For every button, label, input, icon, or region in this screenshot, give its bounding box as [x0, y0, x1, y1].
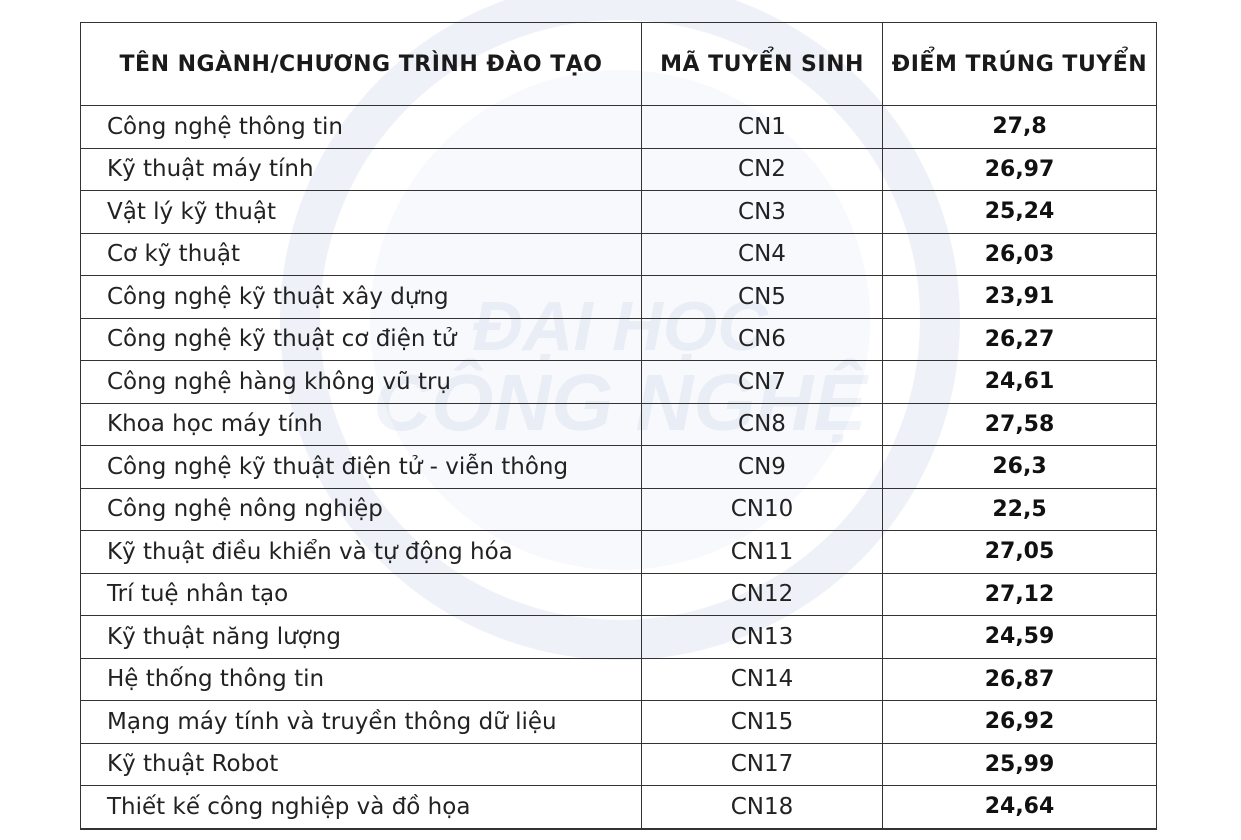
program-name-cell: Hệ thống thông tin: [80, 657, 642, 701]
admission-score-cell: 27,05: [882, 530, 1157, 574]
admission-score-cell: 27,8: [882, 105, 1157, 149]
admission-code-cell: CN17: [641, 742, 883, 786]
admission-code-cell: CN2: [641, 147, 883, 191]
header-admission-score: ĐIỂM TRÚNG TUYỂN: [882, 22, 1157, 106]
admission-code-cell: CN6: [641, 317, 883, 361]
admission-code-cell: CN15: [641, 700, 883, 744]
table-row: Khoa học máy tính CN8 27,58: [80, 402, 1157, 446]
program-name-cell: Công nghệ kỹ thuật xây dựng: [80, 275, 642, 319]
admission-score-cell: 22,5: [882, 487, 1157, 531]
admission-score-cell: 23,91: [882, 275, 1157, 319]
admission-code-cell: CN18: [641, 785, 883, 829]
admission-score-cell: 25,24: [882, 190, 1157, 234]
admission-score-cell: 27,12: [882, 572, 1157, 616]
admission-score-cell: 26,3: [882, 445, 1157, 489]
admission-code-cell: CN11: [641, 530, 883, 574]
table-row: Thiết kế công nghiệp và đồ họa CN18 24,64: [80, 785, 1157, 829]
table-row: Kỹ thuật máy tính CN2 26,97: [80, 147, 1157, 191]
admission-code-cell: CN4: [641, 232, 883, 276]
table-header-row: TÊN NGÀNH/CHƯƠNG TRÌNH ĐÀO TẠO MÃ TUYỂN …: [80, 22, 1157, 106]
table-row: Vật lý kỹ thuật CN3 25,24: [80, 190, 1157, 234]
admission-score-cell: 24,59: [882, 615, 1157, 659]
table-row: Công nghệ thông tin CN1 27,8: [80, 105, 1157, 149]
table-row: Công nghệ kỹ thuật xây dựng CN5 23,91: [80, 275, 1157, 319]
program-name-cell: Khoa học máy tính: [80, 402, 642, 446]
table-row: Kỹ thuật điều khiển và tự động hóa CN11 27…: [80, 530, 1157, 574]
admission-score-cell: 25,99: [882, 742, 1157, 786]
admission-code-cell: CN3: [641, 190, 883, 234]
admission-score-cell: 24,64: [882, 785, 1157, 829]
table-row: Công nghệ hàng không vũ trụ CN7 24,61: [80, 360, 1157, 404]
admission-score-cell: 26,03: [882, 232, 1157, 276]
admission-score-cell: 27,58: [882, 402, 1157, 446]
table-row: Công nghệ nông nghiệp CN10 22,5: [80, 487, 1157, 531]
admission-code-cell: CN1: [641, 105, 883, 149]
header-admission-code: MÃ TUYỂN SINH: [641, 22, 883, 106]
admission-score-cell: 26,87: [882, 657, 1157, 701]
admission-code-cell: CN7: [641, 360, 883, 404]
admission-code-cell: CN5: [641, 275, 883, 319]
program-name-cell: Vật lý kỹ thuật: [80, 190, 642, 234]
table-row: Công nghệ kỹ thuật điện tử - viễn thông C…: [80, 445, 1157, 489]
admission-score-cell: 26,27: [882, 317, 1157, 361]
admission-scores-table: TÊN NGÀNH/CHƯƠNG TRÌNH ĐÀO TẠO MÃ TUYỂN …: [80, 22, 1157, 830]
admission-score-cell: 26,92: [882, 700, 1157, 744]
program-name-cell: Kỹ thuật năng lượng: [80, 615, 642, 659]
program-name-cell: Công nghệ hàng không vũ trụ: [80, 360, 642, 404]
program-name-cell: Kỹ thuật điều khiển và tự động hóa: [80, 530, 642, 574]
admission-code-cell: CN14: [641, 657, 883, 701]
table-row: Kỹ thuật Robot CN17 25,99: [80, 742, 1157, 786]
table-row: Công nghệ kỹ thuật cơ điện tử CN6 26,27: [80, 317, 1157, 361]
program-name-cell: Công nghệ kỹ thuật điện tử - viễn thông: [80, 445, 642, 489]
admission-code-cell: CN8: [641, 402, 883, 446]
program-name-cell: Công nghệ kỹ thuật cơ điện tử: [80, 317, 642, 361]
program-name-cell: Thiết kế công nghiệp và đồ họa: [80, 785, 642, 829]
admission-code-cell: CN12: [641, 572, 883, 616]
table-row: Trí tuệ nhân tạo CN12 27,12: [80, 572, 1157, 616]
table-row: Kỹ thuật năng lượng CN13 24,59: [80, 615, 1157, 659]
header-program-name: TÊN NGÀNH/CHƯƠNG TRÌNH ĐÀO TẠO: [80, 22, 642, 106]
program-name-cell: Kỹ thuật máy tính: [80, 147, 642, 191]
admission-code-cell: CN10: [641, 487, 883, 531]
table-row: Cơ kỹ thuật CN4 26,03: [80, 232, 1157, 276]
program-name-cell: Cơ kỹ thuật: [80, 232, 642, 276]
program-name-cell: Mạng máy tính và truyền thông dữ liệu: [80, 700, 642, 744]
admission-score-cell: 24,61: [882, 360, 1157, 404]
admission-code-cell: CN13: [641, 615, 883, 659]
program-name-cell: Trí tuệ nhân tạo: [80, 572, 642, 616]
admission-score-cell: 26,97: [882, 147, 1157, 191]
admission-code-cell: CN9: [641, 445, 883, 489]
program-name-cell: Công nghệ nông nghiệp: [80, 487, 642, 531]
program-name-cell: Công nghệ thông tin: [80, 105, 642, 149]
table-row: Mạng máy tính và truyền thông dữ liệu CN1…: [80, 700, 1157, 744]
program-name-cell: Kỹ thuật Robot: [80, 742, 642, 786]
table-row: Hệ thống thông tin CN14 26,87: [80, 657, 1157, 701]
